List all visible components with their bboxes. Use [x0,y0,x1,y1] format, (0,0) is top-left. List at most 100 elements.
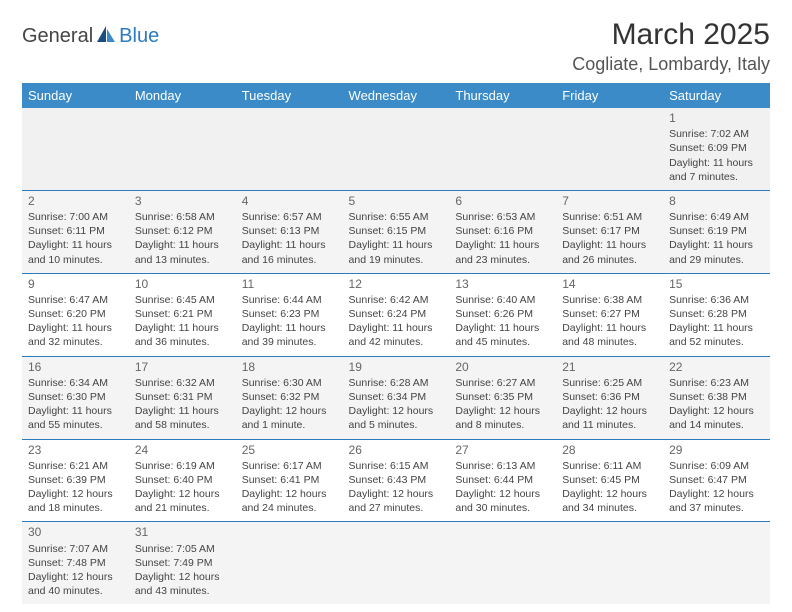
weekday-header: Wednesday [343,83,450,108]
day-number: 3 [135,193,230,209]
sunset-text: Sunset: 6:21 PM [135,307,230,321]
logo: General Blue [22,24,159,49]
calendar-row: 2Sunrise: 7:00 AMSunset: 6:11 PMDaylight… [22,190,770,273]
sunset-text: Sunset: 6:45 PM [562,473,657,487]
sunset-text: Sunset: 6:35 PM [455,390,550,404]
sunset-text: Sunset: 6:09 PM [669,141,764,155]
calendar-cell: 12Sunrise: 6:42 AMSunset: 6:24 PMDayligh… [343,273,450,356]
calendar-cell: 1Sunrise: 7:02 AMSunset: 6:09 PMDaylight… [663,108,770,190]
weekday-header: Monday [129,83,236,108]
sunrise-text: Sunrise: 6:17 AM [242,459,337,473]
daylight-text: Daylight: 12 hours and 11 minutes. [562,404,657,432]
sunrise-text: Sunrise: 7:05 AM [135,542,230,556]
daylight-text: Daylight: 11 hours and 19 minutes. [349,238,444,266]
sunrise-text: Sunrise: 6:57 AM [242,210,337,224]
calendar-cell: 5Sunrise: 6:55 AMSunset: 6:15 PMDaylight… [343,190,450,273]
daylight-text: Daylight: 12 hours and 5 minutes. [349,404,444,432]
calendar-row: 16Sunrise: 6:34 AMSunset: 6:30 PMDayligh… [22,356,770,439]
calendar-cell: 24Sunrise: 6:19 AMSunset: 6:40 PMDayligh… [129,439,236,522]
calendar-cell: 4Sunrise: 6:57 AMSunset: 6:13 PMDaylight… [236,190,343,273]
sunset-text: Sunset: 6:16 PM [455,224,550,238]
daylight-text: Daylight: 11 hours and 42 minutes. [349,321,444,349]
sunrise-text: Sunrise: 7:07 AM [28,542,123,556]
sunset-text: Sunset: 6:12 PM [135,224,230,238]
calendar-cell [343,522,450,604]
daylight-text: Daylight: 12 hours and 8 minutes. [455,404,550,432]
day-number: 28 [562,442,657,458]
day-number: 17 [135,359,230,375]
calendar-cell [556,522,663,604]
day-number: 6 [455,193,550,209]
calendar-cell [22,108,129,190]
calendar-cell: 6Sunrise: 6:53 AMSunset: 6:16 PMDaylight… [449,190,556,273]
calendar-cell [129,108,236,190]
daylight-text: Daylight: 11 hours and 26 minutes. [562,238,657,266]
sunset-text: Sunset: 6:11 PM [28,224,123,238]
calendar-cell [556,108,663,190]
day-number: 21 [562,359,657,375]
day-number: 16 [28,359,123,375]
daylight-text: Daylight: 11 hours and 13 minutes. [135,238,230,266]
calendar-table: Sunday Monday Tuesday Wednesday Thursday… [22,83,770,604]
sunset-text: Sunset: 6:20 PM [28,307,123,321]
calendar-cell: 8Sunrise: 6:49 AMSunset: 6:19 PMDaylight… [663,190,770,273]
calendar-cell: 10Sunrise: 6:45 AMSunset: 6:21 PMDayligh… [129,273,236,356]
sunrise-text: Sunrise: 6:36 AM [669,293,764,307]
weekday-header: Tuesday [236,83,343,108]
sunrise-text: Sunrise: 6:58 AM [135,210,230,224]
sunrise-text: Sunrise: 6:47 AM [28,293,123,307]
calendar-row: 23Sunrise: 6:21 AMSunset: 6:39 PMDayligh… [22,439,770,522]
calendar-cell: 3Sunrise: 6:58 AMSunset: 6:12 PMDaylight… [129,190,236,273]
sunset-text: Sunset: 6:34 PM [349,390,444,404]
calendar-cell: 9Sunrise: 6:47 AMSunset: 6:20 PMDaylight… [22,273,129,356]
daylight-text: Daylight: 12 hours and 1 minute. [242,404,337,432]
sunrise-text: Sunrise: 6:19 AM [135,459,230,473]
sunrise-text: Sunrise: 6:09 AM [669,459,764,473]
day-number: 24 [135,442,230,458]
day-number: 4 [242,193,337,209]
day-number: 8 [669,193,764,209]
sunrise-text: Sunrise: 6:21 AM [28,459,123,473]
sunset-text: Sunset: 6:24 PM [349,307,444,321]
sunrise-text: Sunrise: 6:42 AM [349,293,444,307]
day-number: 10 [135,276,230,292]
calendar-cell: 27Sunrise: 6:13 AMSunset: 6:44 PMDayligh… [449,439,556,522]
calendar-cell: 16Sunrise: 6:34 AMSunset: 6:30 PMDayligh… [22,356,129,439]
day-number: 1 [669,110,764,126]
day-number: 31 [135,524,230,540]
sunrise-text: Sunrise: 6:30 AM [242,376,337,390]
weekday-header: Thursday [449,83,556,108]
daylight-text: Daylight: 11 hours and 29 minutes. [669,238,764,266]
sunrise-text: Sunrise: 6:40 AM [455,293,550,307]
daylight-text: Daylight: 11 hours and 32 minutes. [28,321,123,349]
calendar-cell [449,522,556,604]
sunset-text: Sunset: 6:19 PM [669,224,764,238]
day-number: 23 [28,442,123,458]
sunrise-text: Sunrise: 6:44 AM [242,293,337,307]
sunset-text: Sunset: 6:36 PM [562,390,657,404]
calendar-cell: 14Sunrise: 6:38 AMSunset: 6:27 PMDayligh… [556,273,663,356]
calendar-cell: 30Sunrise: 7:07 AMSunset: 7:48 PMDayligh… [22,522,129,604]
daylight-text: Daylight: 12 hours and 43 minutes. [135,570,230,598]
day-number: 29 [669,442,764,458]
calendar-cell: 7Sunrise: 6:51 AMSunset: 6:17 PMDaylight… [556,190,663,273]
calendar-cell: 23Sunrise: 6:21 AMSunset: 6:39 PMDayligh… [22,439,129,522]
sunrise-text: Sunrise: 6:49 AM [669,210,764,224]
daylight-text: Daylight: 12 hours and 30 minutes. [455,487,550,515]
daylight-text: Daylight: 11 hours and 10 minutes. [28,238,123,266]
daylight-text: Daylight: 12 hours and 18 minutes. [28,487,123,515]
calendar-cell: 26Sunrise: 6:15 AMSunset: 6:43 PMDayligh… [343,439,450,522]
calendar-cell: 20Sunrise: 6:27 AMSunset: 6:35 PMDayligh… [449,356,556,439]
sunrise-text: Sunrise: 6:25 AM [562,376,657,390]
daylight-text: Daylight: 12 hours and 37 minutes. [669,487,764,515]
daylight-text: Daylight: 12 hours and 14 minutes. [669,404,764,432]
calendar-cell: 2Sunrise: 7:00 AMSunset: 6:11 PMDaylight… [22,190,129,273]
daylight-text: Daylight: 12 hours and 21 minutes. [135,487,230,515]
calendar-cell [236,522,343,604]
daylight-text: Daylight: 12 hours and 27 minutes. [349,487,444,515]
day-number: 12 [349,276,444,292]
calendar-cell: 25Sunrise: 6:17 AMSunset: 6:41 PMDayligh… [236,439,343,522]
sunset-text: Sunset: 6:27 PM [562,307,657,321]
sunrise-text: Sunrise: 6:13 AM [455,459,550,473]
sunset-text: Sunset: 6:28 PM [669,307,764,321]
